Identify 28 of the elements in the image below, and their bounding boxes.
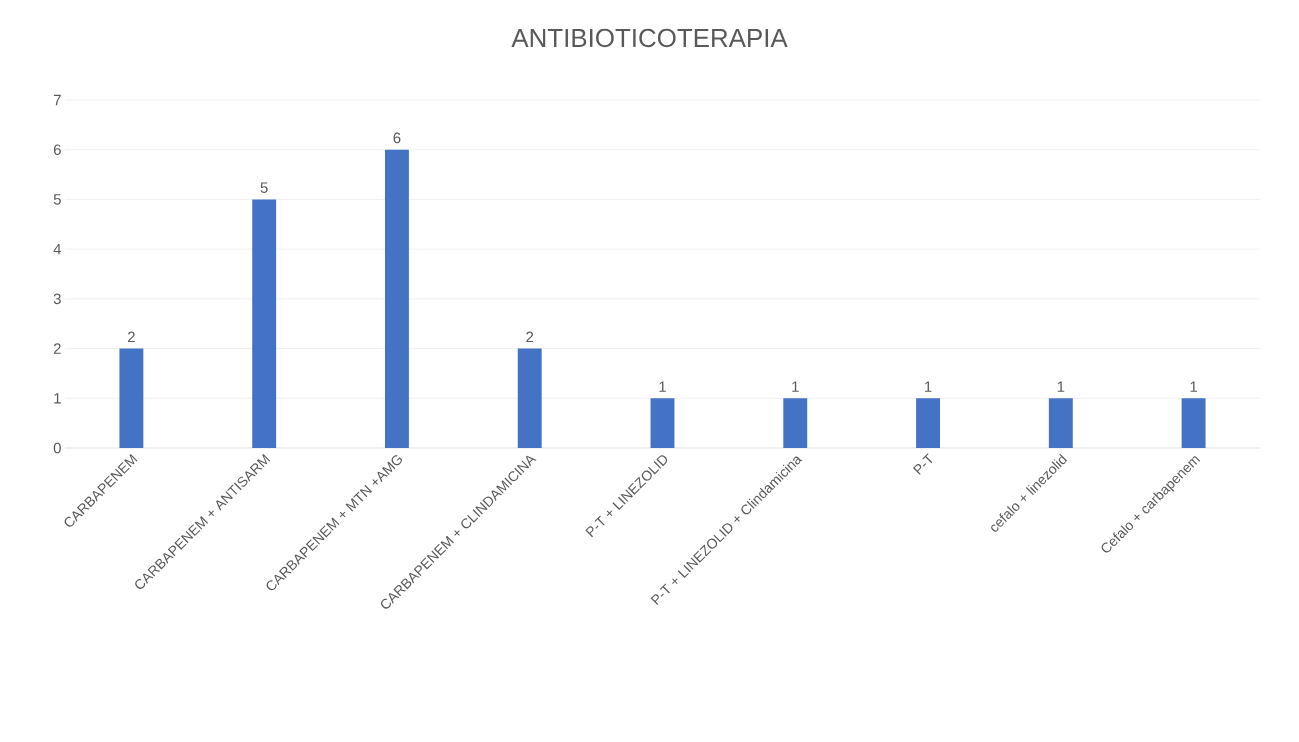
data-label: 1 xyxy=(659,381,666,392)
chart-title: ANTIBIOTICOTERAPIA xyxy=(511,28,788,48)
y-tick-label: 3 xyxy=(53,293,61,305)
data-label: 2 xyxy=(127,331,135,343)
bar xyxy=(517,348,542,448)
x-tick-label: P-T xyxy=(912,453,933,475)
y-tick-label: 1 xyxy=(54,393,61,404)
data-label: 6 xyxy=(393,132,401,144)
bar xyxy=(783,398,808,448)
y-tick-label: 6 xyxy=(53,144,61,155)
data-label: 5 xyxy=(260,182,268,193)
data-label: 1 xyxy=(1057,381,1065,392)
y-tick-label: 2 xyxy=(53,343,61,354)
y-tick-label: 4 xyxy=(53,244,62,255)
bar xyxy=(252,199,277,448)
bar xyxy=(384,149,409,448)
bar xyxy=(916,398,940,448)
y-tick-label: 0 xyxy=(53,442,61,454)
y-tick-label: 7 xyxy=(53,94,61,106)
data-label: 1 xyxy=(792,381,799,392)
data-label: 1 xyxy=(1190,381,1198,392)
bar xyxy=(1181,398,1206,448)
bar xyxy=(650,398,675,448)
y-tick-label: 5 xyxy=(53,194,61,205)
bar xyxy=(1048,398,1073,448)
data-label: 2 xyxy=(526,331,534,343)
bar xyxy=(119,348,144,448)
data-label: 1 xyxy=(925,381,932,392)
